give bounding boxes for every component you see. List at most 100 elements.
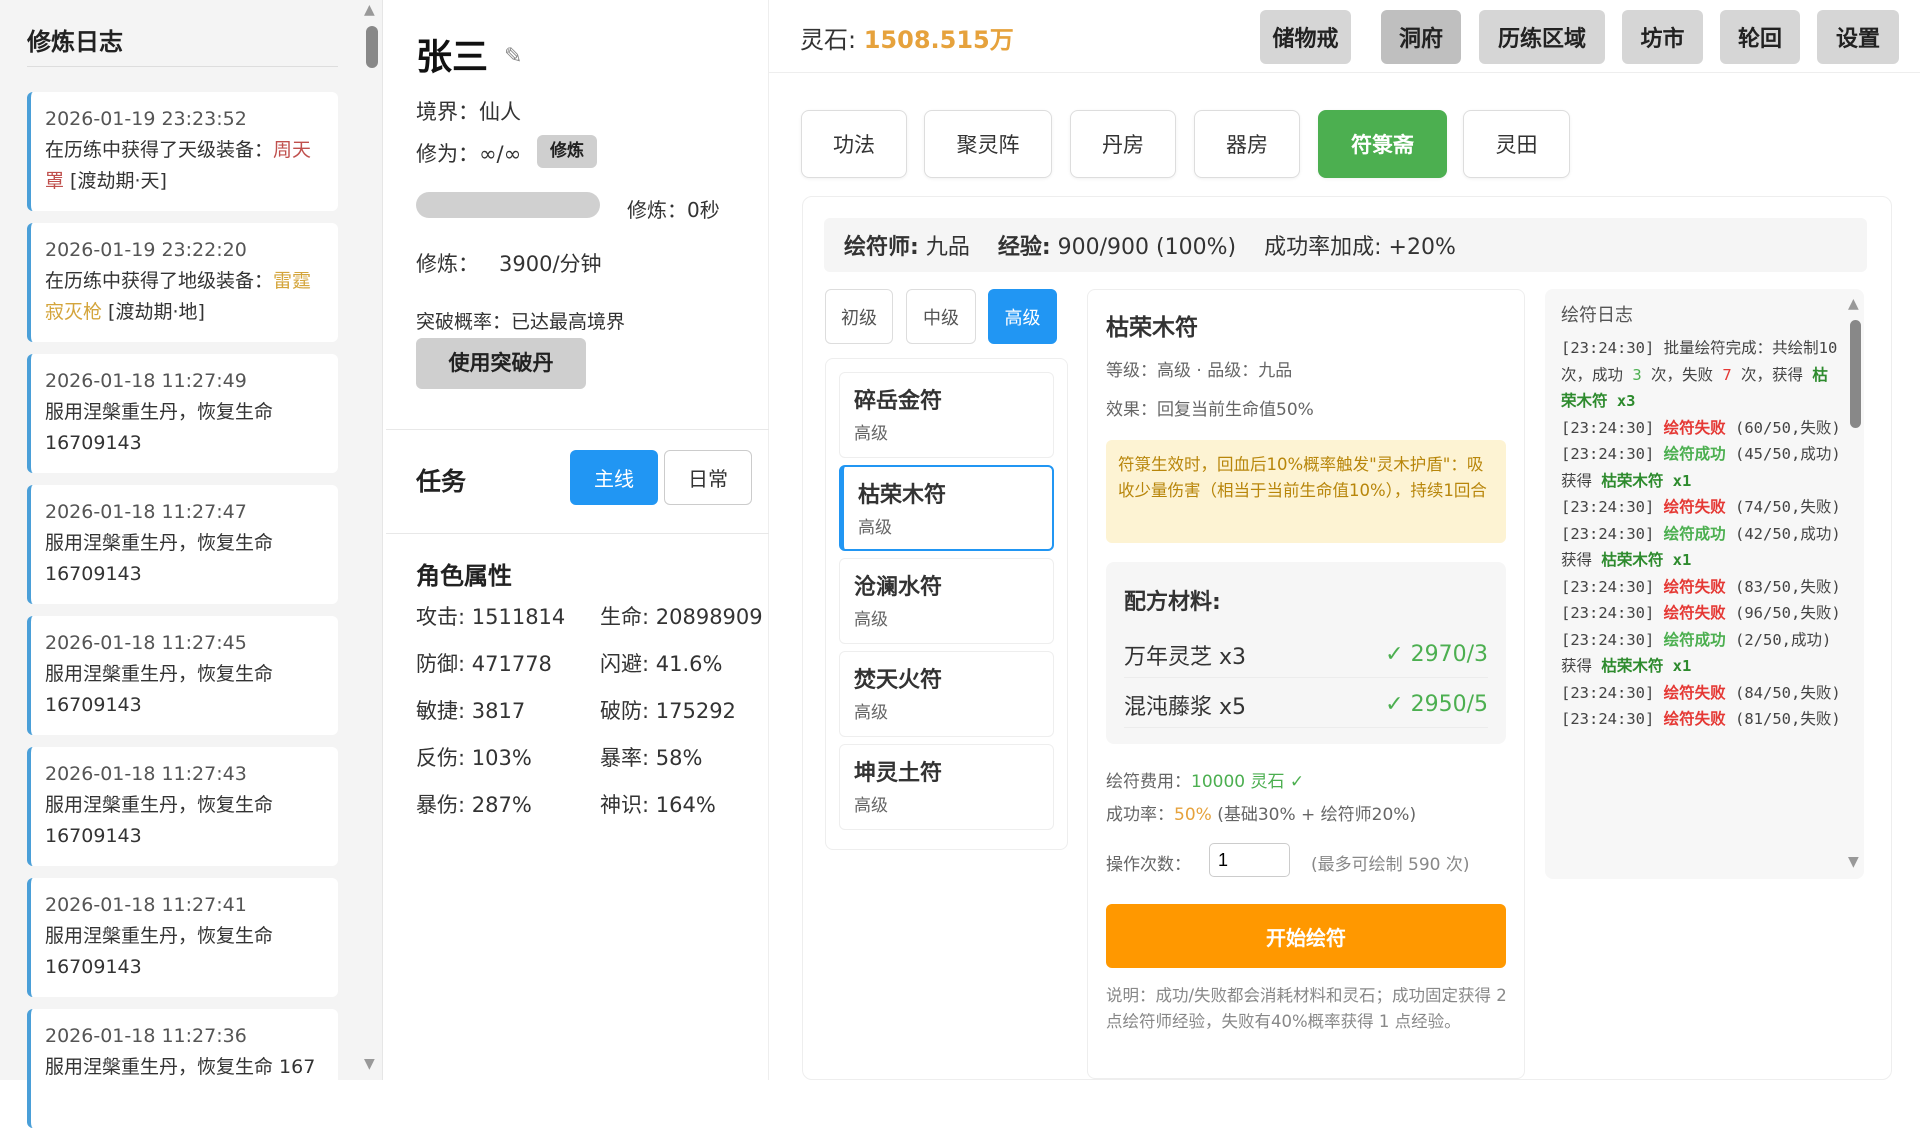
- attribute-item: 暴伤: 287%: [416, 793, 532, 817]
- log-detail: (81/50,失败): [1725, 710, 1841, 728]
- scroll-thumb[interactable]: [1850, 320, 1861, 428]
- cost-row: 绘符费用：10000 灵石 ✓: [1106, 767, 1304, 792]
- subtab-4[interactable]: 符箓斋: [1318, 110, 1447, 178]
- log-message: 在历练中获得了地级装备：雷霆寂灭枪 [渡劫期·地]: [45, 266, 324, 328]
- nav-2[interactable]: 历练区域: [1479, 10, 1605, 64]
- grade-tab-1[interactable]: 中级: [906, 289, 976, 344]
- talisman-item-name: 坤灵土符: [854, 761, 943, 786]
- subtab-1[interactable]: 聚灵阵: [924, 110, 1052, 178]
- cultivation-progress-bar: [416, 192, 600, 218]
- realm: 境界：仙人: [416, 100, 521, 124]
- log-message: 服用涅槃重生丹，恢复生命 16709143: [45, 659, 324, 721]
- log-item: 枯荣木符 x3: [1561, 365, 1828, 411]
- log-detail: (83/50,失败): [1725, 577, 1841, 596]
- log-result: 绘符失败: [1663, 577, 1726, 596]
- log-item: 周天罩: [45, 139, 312, 192]
- cost-value: 10000 灵石 ✓: [1191, 772, 1305, 792]
- attribute-item: 破防: 175292: [600, 699, 736, 723]
- scroll-down-icon[interactable]: ▼: [364, 1056, 375, 1072]
- scroll-up-icon[interactable]: ▲: [364, 2, 375, 18]
- nav-5[interactable]: 设置: [1817, 10, 1899, 64]
- material-owned: ✓ 2950/5: [1385, 692, 1488, 717]
- success-rate-detail: (基础30% + 绘符师20%): [1211, 805, 1417, 825]
- grade-tab-0[interactable]: 初级: [825, 289, 893, 344]
- scroll-down-icon[interactable]: ▼: [1848, 854, 1859, 870]
- log-entry: 2026-01-18 11:27:36 服用涅槃重生丹，恢复生命 167: [27, 1009, 338, 1128]
- drawing-log-line: [23:24:30] 绘符失败 (60/50,失败): [1561, 415, 1841, 442]
- log-entry: 2026-01-19 23:23:52 在历练中获得了天级装备：周天罩 [渡劫期·…: [27, 92, 338, 211]
- talisman-item-name: 枯荣木符: [858, 483, 947, 508]
- subtab-2[interactable]: 丹房: [1070, 110, 1176, 178]
- talisman-item-grade: 高级: [854, 610, 888, 630]
- cultivate-button[interactable]: 修炼: [537, 135, 597, 168]
- drawing-log-scrollbar[interactable]: ▲ ▼: [1848, 296, 1862, 876]
- nav-4[interactable]: 轮回: [1720, 10, 1800, 64]
- master-rank: 九品: [925, 235, 970, 260]
- divider: [386, 533, 769, 534]
- materials-box: 配方材料: 万年灵芝 x3 ✓ 2970/3 混沌藤浆 x5 ✓ 2950/5: [1106, 562, 1506, 744]
- log-time: [23:24:30]: [1561, 710, 1664, 728]
- exp-value: 900/900 (100%): [1057, 235, 1237, 260]
- spirit-stone-display: 灵石: 1508.515万: [800, 20, 1014, 55]
- log-time: [23:24:30]: [1561, 339, 1664, 357]
- talisman-detail: 枯荣木符 等级：高级 · 品级：九品 效果：回复当前生命值50% 符箓生效时，回…: [1087, 289, 1525, 1079]
- log-result: 绘符成功: [1663, 524, 1726, 543]
- log-text: 服用涅槃重生丹，恢复生命 16709143: [45, 401, 274, 454]
- log-time: 2026-01-18 11:27:36: [45, 1025, 247, 1047]
- tab-daily-quest[interactable]: 日常: [664, 450, 752, 505]
- use-breakthrough-pill-button[interactable]: 使用突破丹: [416, 338, 586, 389]
- talisman-item-name: 碎岳金符: [854, 389, 943, 414]
- cultivation-log-panel: 修炼日志 2026-01-19 23:23:52 在历练中获得了天级装备：周天罩 …: [0, 0, 383, 1128]
- log-item: 雷霆寂灭枪: [45, 270, 312, 323]
- tab-main-quest[interactable]: 主线: [570, 450, 658, 505]
- talisman-item-grade: 高级: [854, 424, 888, 444]
- drawing-log-line: [23:24:30] 绘符失败 (74/50,失败): [1561, 494, 1841, 521]
- log-result: 绘符失败: [1663, 683, 1726, 702]
- log-detail: (60/50,失败): [1725, 418, 1841, 437]
- material-row: 混沌藤浆 x5 ✓ 2950/5: [1124, 682, 1488, 728]
- attribute-item: 闪避: 41.6%: [600, 652, 723, 676]
- talisman-list-item[interactable]: 坤灵土符 高级: [839, 744, 1054, 830]
- talisman-list-item[interactable]: 碎岳金符 高级: [839, 372, 1054, 458]
- attribute-item: 攻击: 1511814: [416, 605, 566, 629]
- left-scrollbar[interactable]: ▲ ▼: [364, 0, 378, 1080]
- nav-0[interactable]: 储物戒: [1260, 10, 1351, 64]
- log-entry: 2026-01-18 11:27:47 服用涅槃重生丹，恢复生命 16709143: [27, 485, 338, 604]
- player-name: 张三: [416, 37, 489, 78]
- log-prefix: 在历练中获得了地级装备：: [45, 270, 274, 292]
- log-text: 服用涅槃重生丹，恢复生命 16709143: [45, 663, 274, 716]
- log-result: 绘符失败: [1663, 498, 1726, 516]
- subtab-0[interactable]: 功法: [801, 110, 907, 178]
- count-input[interactable]: [1209, 843, 1290, 877]
- edit-name-icon[interactable]: ✎: [504, 44, 523, 69]
- material-row: 万年灵芝 x3 ✓ 2970/3: [1124, 632, 1488, 678]
- nav-1[interactable]: 洞府: [1381, 10, 1461, 64]
- scroll-thumb[interactable]: [366, 26, 378, 68]
- grade-tab-2[interactable]: 高级: [988, 289, 1057, 344]
- log-time: 2026-01-18 11:27:47: [45, 501, 247, 523]
- log-time: [23:24:30]: [1561, 630, 1664, 649]
- log-entry: 2026-01-18 11:27:41 服用涅槃重生丹，恢复生命 16709143: [27, 878, 338, 997]
- nav-3[interactable]: 坊市: [1622, 10, 1703, 64]
- talisman-list: 碎岳金符 高级 枯荣木符 高级 沧澜水符 高级 焚天火符 高级 坤灵土符 高级: [825, 358, 1068, 850]
- talisman-list-item[interactable]: 焚天火符 高级: [839, 651, 1054, 737]
- talisman-item-grade: 高级: [854, 703, 888, 723]
- log-item: 枯荣木符 x1: [1601, 551, 1692, 569]
- log-message: 在历练中获得了天级装备：周天罩 [渡劫期·天]: [45, 135, 324, 197]
- log-time: 2026-01-19 23:22:20: [45, 239, 247, 261]
- log-suffix: [渡劫期·天]: [64, 170, 167, 192]
- talisman-list-item[interactable]: 枯荣木符 高级: [839, 465, 1054, 551]
- log-text: 服用涅槃重生丹，恢复生命 16709143: [45, 532, 274, 585]
- log-entry: 2026-01-18 11:27:45 服用涅槃重生丹，恢复生命 16709143: [27, 616, 338, 735]
- log-result: 绘符成功: [1663, 445, 1726, 463]
- log-detail: (45/50,成功) 获得: [1561, 445, 1841, 490]
- cultivation-value: 修为：∞/∞: [416, 142, 522, 166]
- log-message: 服用涅槃重生丹，恢复生命 16709143: [45, 790, 324, 852]
- talisman-list-item[interactable]: 沧澜水符 高级: [839, 558, 1054, 644]
- scroll-up-icon[interactable]: ▲: [1848, 296, 1859, 312]
- subtab-3[interactable]: 器房: [1194, 110, 1300, 178]
- start-drawing-button[interactable]: 开始绘符: [1106, 904, 1506, 968]
- subtab-5[interactable]: 灵田: [1463, 110, 1570, 178]
- log-text: 服用涅槃重生丹，恢复生命 16709143: [45, 794, 274, 847]
- log-message: 服用涅槃重生丹，恢复生命 16709143: [45, 397, 324, 459]
